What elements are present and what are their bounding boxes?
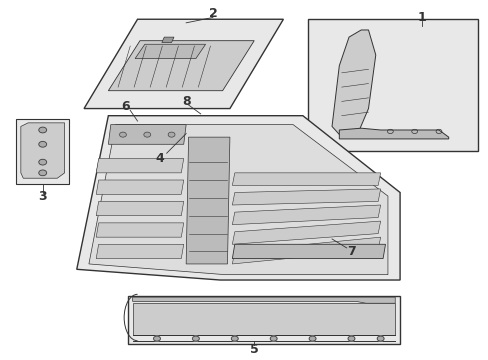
Polygon shape bbox=[96, 202, 183, 216]
Text: 4: 4 bbox=[155, 152, 163, 165]
Circle shape bbox=[347, 336, 354, 341]
Text: 5: 5 bbox=[249, 343, 258, 356]
Polygon shape bbox=[21, 123, 64, 178]
Polygon shape bbox=[232, 189, 380, 205]
Polygon shape bbox=[77, 116, 399, 280]
Circle shape bbox=[39, 141, 46, 147]
Polygon shape bbox=[331, 30, 375, 137]
Circle shape bbox=[39, 170, 46, 176]
Circle shape bbox=[270, 336, 277, 341]
Circle shape bbox=[308, 336, 315, 341]
Polygon shape bbox=[135, 44, 205, 59]
Polygon shape bbox=[232, 173, 380, 185]
Circle shape bbox=[119, 132, 126, 137]
Polygon shape bbox=[132, 297, 394, 303]
Polygon shape bbox=[232, 244, 385, 258]
Polygon shape bbox=[162, 37, 174, 42]
Text: 1: 1 bbox=[417, 11, 426, 24]
Text: 7: 7 bbox=[346, 245, 355, 258]
Polygon shape bbox=[96, 180, 183, 194]
Polygon shape bbox=[108, 125, 186, 144]
Polygon shape bbox=[307, 19, 477, 152]
Polygon shape bbox=[84, 19, 283, 109]
Circle shape bbox=[39, 127, 46, 133]
Circle shape bbox=[168, 132, 175, 137]
Text: 8: 8 bbox=[182, 95, 190, 108]
Polygon shape bbox=[339, 128, 448, 139]
Circle shape bbox=[376, 336, 383, 341]
Circle shape bbox=[231, 336, 238, 341]
Polygon shape bbox=[232, 237, 380, 264]
Circle shape bbox=[39, 159, 46, 165]
Polygon shape bbox=[186, 137, 229, 264]
Polygon shape bbox=[96, 244, 183, 258]
Polygon shape bbox=[96, 223, 183, 237]
Polygon shape bbox=[132, 303, 394, 336]
Polygon shape bbox=[232, 205, 380, 225]
Text: 3: 3 bbox=[39, 190, 47, 203]
Text: 2: 2 bbox=[208, 8, 217, 21]
Polygon shape bbox=[108, 41, 254, 91]
Polygon shape bbox=[96, 158, 183, 173]
Circle shape bbox=[153, 336, 160, 341]
Polygon shape bbox=[89, 125, 387, 275]
Circle shape bbox=[192, 336, 199, 341]
Circle shape bbox=[143, 132, 150, 137]
Polygon shape bbox=[127, 296, 399, 344]
Text: 6: 6 bbox=[121, 100, 129, 113]
Polygon shape bbox=[232, 221, 380, 244]
Polygon shape bbox=[16, 119, 69, 184]
